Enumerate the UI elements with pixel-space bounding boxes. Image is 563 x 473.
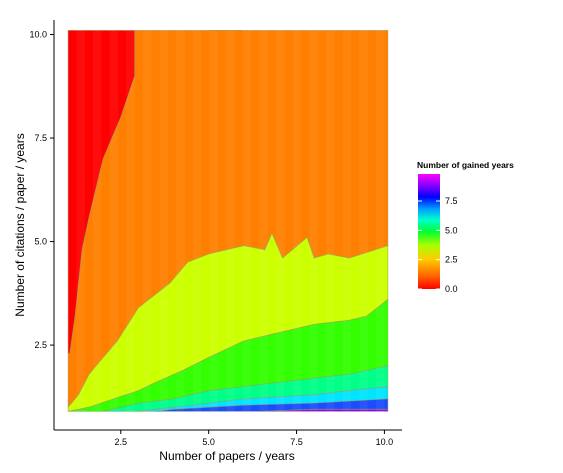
legend: Number of gained years 0.0 2.5 5.0 7.5	[417, 160, 514, 294]
x-tick-label: 5.0	[202, 437, 215, 447]
legend-colorbar	[418, 174, 440, 289]
band-stripe	[209, 30, 218, 412]
y-tick-label: 7.5	[34, 133, 47, 143]
band-stripe	[176, 30, 185, 412]
x-tick-label: 7.5	[290, 437, 303, 447]
band-stripe	[126, 30, 135, 412]
heatmap-region-8-9	[261, 408, 389, 412]
legend-tick-label: 0.0	[445, 284, 458, 294]
band-stripe	[109, 30, 118, 412]
band-stripe	[192, 30, 202, 412]
band-stripe	[359, 30, 368, 412]
band-stripe	[342, 30, 352, 412]
x-axis-ticks: 2.5 5.0 7.5 10.0	[115, 430, 394, 447]
legend-ticks: 0.0 2.5 5.0 7.5	[418, 196, 458, 294]
legend-title: Number of gained years	[417, 160, 514, 170]
band-stripe	[226, 30, 235, 412]
band-stripe	[309, 30, 318, 412]
legend-tick-label: 5.0	[445, 225, 458, 235]
band-stripe	[159, 30, 168, 412]
heatmap-regions	[67, 29, 389, 412]
band-stripe	[143, 30, 152, 412]
y-axis-label: Number of citations / paper / years	[13, 133, 27, 316]
band-stripe	[259, 30, 268, 412]
legend-tick-label: 7.5	[445, 196, 458, 206]
plot-area	[67, 29, 389, 412]
y-tick-label: 10.0	[29, 29, 47, 39]
vertical-banding	[76, 30, 385, 412]
x-tick-label: 10.0	[376, 437, 394, 447]
y-tick-label: 5.0	[34, 237, 47, 247]
legend-tick-label: 2.5	[445, 255, 458, 265]
x-axis-label: Number of papers / years	[159, 449, 294, 463]
band-stripe	[292, 30, 302, 412]
y-tick-label: 2.5	[34, 340, 47, 350]
band-stripe	[76, 30, 85, 412]
band-stripe	[93, 30, 102, 412]
band-stripe	[376, 30, 385, 412]
y-axis-ticks: 2.5 5.0 7.5 10.0	[29, 29, 54, 350]
band-stripe	[242, 30, 252, 412]
band-stripe	[326, 30, 335, 412]
x-tick-label: 2.5	[115, 437, 128, 447]
band-stripe	[276, 30, 285, 412]
